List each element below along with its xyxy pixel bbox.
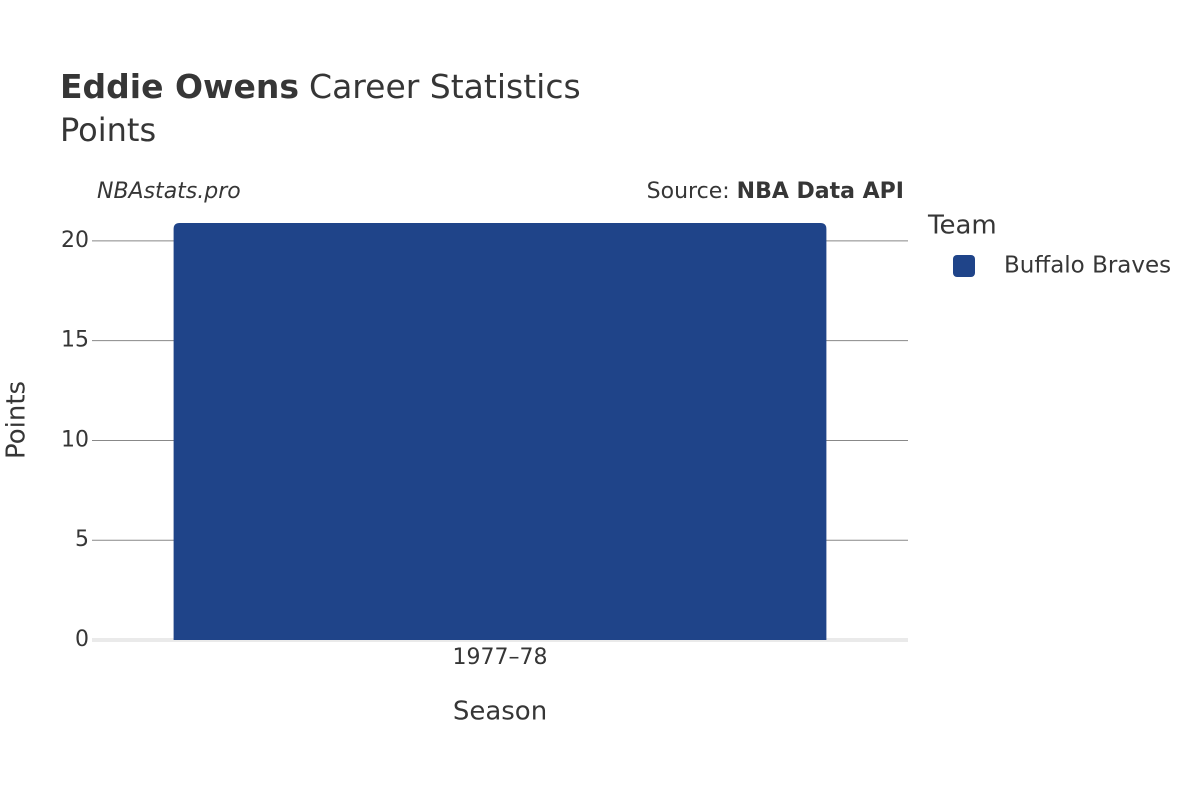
source-name: NBA Data API (737, 179, 904, 204)
y-tick-label: 20 (61, 228, 89, 253)
source: Source: NBA Data API (647, 179, 904, 204)
title-bold: Eddie Owens (60, 67, 299, 106)
y-tick-label: 10 (61, 427, 89, 452)
x-axis-title: Season (453, 697, 547, 727)
bar (173, 222, 827, 640)
y-tick-label: 5 (75, 527, 89, 552)
legend-title: Team (927, 211, 997, 241)
chart-title: Eddie Owens Career Statistics (60, 67, 581, 106)
y-tick-label: 0 (75, 627, 89, 652)
legend-label: Buffalo Braves (1004, 253, 1171, 279)
title-rest: Career Statistics (309, 67, 581, 106)
source-label: Source: (647, 179, 730, 204)
chart-subtitle: Points (60, 111, 156, 149)
y-tick-label: 15 (61, 328, 89, 353)
legend-swatch (953, 255, 975, 277)
x-tick-label: 1977–78 (453, 645, 548, 670)
y-axis-title: Points (2, 381, 32, 459)
watermark: NBAstats.pro (97, 179, 241, 204)
